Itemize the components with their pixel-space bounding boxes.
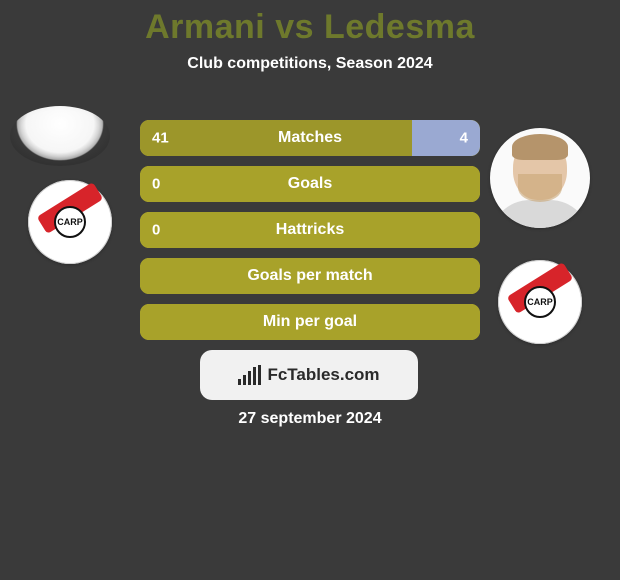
- bar-row: Hattricks 0: [140, 212, 480, 248]
- bar-row: Min per goal: [140, 304, 480, 340]
- club-badge-left: CARP: [28, 180, 112, 264]
- bar-label: Matches: [278, 129, 342, 147]
- bar-row: Goals 0: [140, 166, 480, 202]
- bar-label: Min per goal: [263, 313, 357, 331]
- subtitle: Club competitions, Season 2024: [0, 55, 620, 73]
- comparison-infographic: Armani vs Ledesma Club competitions, Sea…: [0, 0, 620, 580]
- player-photo-left: [10, 106, 110, 166]
- bar-label: Goals: [288, 175, 332, 193]
- player-photo-right: [490, 128, 590, 228]
- badge-text-right: CARP: [524, 286, 556, 318]
- bar-left-fill: [140, 120, 412, 156]
- bar-row: Goals per match: [140, 258, 480, 294]
- bar-label: Goals per match: [247, 267, 372, 285]
- page-title: Armani vs Ledesma: [0, 0, 620, 47]
- comparison-bars: Matches 41 4 Goals 0 Hattricks 0 Goals per matc…: [140, 120, 480, 350]
- bar-value-left: 0: [152, 176, 160, 193]
- club-badge-right: CARP: [498, 260, 582, 344]
- player-beard: [518, 174, 562, 202]
- date-line: 27 september 2024: [0, 410, 620, 428]
- watermark-text: FcTables.com: [267, 365, 379, 385]
- bar-right-fill: [412, 120, 480, 156]
- player-hair: [512, 134, 568, 160]
- bar-value-right: 4: [460, 130, 468, 147]
- bar-label: Hattricks: [276, 221, 344, 239]
- bar-row: Matches 41 4: [140, 120, 480, 156]
- badge-text-left: CARP: [54, 206, 86, 238]
- bar-value-left: 0: [152, 222, 160, 239]
- bar-value-left: 41: [152, 130, 169, 147]
- player-shirt: [490, 200, 590, 228]
- watermark-icon: [238, 365, 261, 385]
- watermark: FcTables.com: [200, 350, 418, 400]
